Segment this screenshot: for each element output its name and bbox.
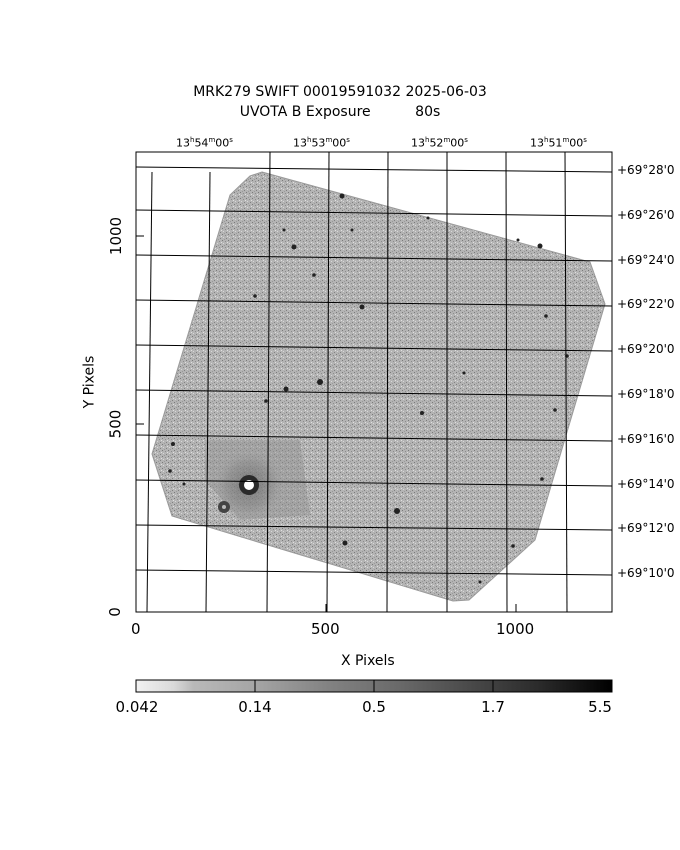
y-axis-ticks [136,235,144,613]
dec-tick-label: +69°20'0 [617,342,675,356]
y-axis-label: Y Pixels [81,355,98,409]
plot-title-line2: UVOTA B Exposure 80s [239,104,441,120]
dec-tick-label: +69°28'0 [617,163,675,177]
y-tick-label: 1000 [107,216,126,256]
dec-tick-label: +69°12'0 [617,521,675,535]
dec-tick-label: +69°24'0 [617,253,675,267]
colorbar-ticks [254,680,494,692]
ra-tick-label: 13h52m00s [411,136,468,150]
dec-tick-label: +69°22'0 [617,297,675,311]
plot-frame [135,151,613,613]
exposure-footprint [151,171,606,602]
dec-tick-label: +69°26'0 [617,208,675,222]
coordinate-grid [136,152,612,612]
colorbar-label: 0.14 [238,698,272,716]
x-tick-label: 500 [311,620,340,638]
dec-tick-label: +69°14'0 [617,477,675,491]
dec-tick-label: +69°10'0 [617,566,675,580]
plot-title-line1: MRK279 SWIFT 00019591032 2025-06-03 [193,84,487,100]
colorbar-label: 5.5 [588,698,612,716]
colorbar-label: 1.7 [481,698,505,716]
colorbar-label: 0.5 [362,698,386,716]
x-axis-ticks [135,604,517,612]
colorbar-label: 0.042 [115,698,159,716]
dec-tick-label: +69°16'0 [617,432,675,446]
ra-tick-label: 13h53m00s [293,136,350,150]
y-tick-label: 0 [105,607,124,617]
y-tick-label: 500 [106,409,125,439]
ra-tick-label: 13h51m00s [530,136,587,150]
dec-tick-label: +69°18'0 [617,387,675,401]
x-tick-label: 1000 [496,620,535,638]
x-tick-label: 0 [131,620,141,638]
x-axis-label: X Pixels [341,653,395,669]
ra-tick-label: 13h54m00s [176,136,233,150]
